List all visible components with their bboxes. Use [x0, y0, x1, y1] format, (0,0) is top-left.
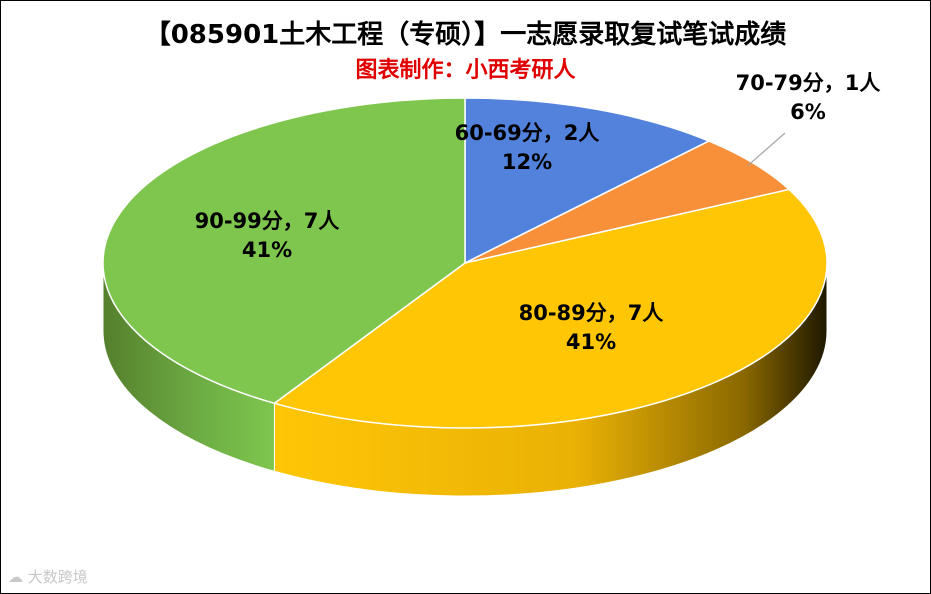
data-label-80-89分: 80-89分，7人	[519, 301, 664, 325]
data-label-percent-60-69分: 12%	[502, 150, 552, 174]
data-label-percent-90-99分: 41%	[242, 238, 292, 262]
data-label-percent-80-89分: 41%	[566, 330, 616, 354]
pie-slice-60-69分	[464, 97, 711, 265]
chart-title: 【085901土木工程（专硕）】一志愿录取复试笔试成绩	[144, 20, 787, 50]
watermark-text: 大数跨境	[27, 568, 88, 586]
pie-slice-80-89分	[272, 188, 828, 429]
data-label-90-99分: 90-99分，7人	[195, 209, 340, 233]
data-label-60-69分: 60-69分，2人	[455, 121, 600, 145]
chart-subtitle: 图表制作：小西考研人	[355, 58, 576, 83]
data-label-percent-70-79分: 6%	[790, 100, 826, 124]
pie-slice-90-99分	[102, 97, 466, 405]
leader-line	[747, 132, 786, 167]
watermark: ☁ 大数跨境	[8, 568, 88, 586]
data-label-70-79分: 70-79分，1人	[736, 71, 881, 95]
pie-slice-70-79分	[464, 140, 791, 264]
